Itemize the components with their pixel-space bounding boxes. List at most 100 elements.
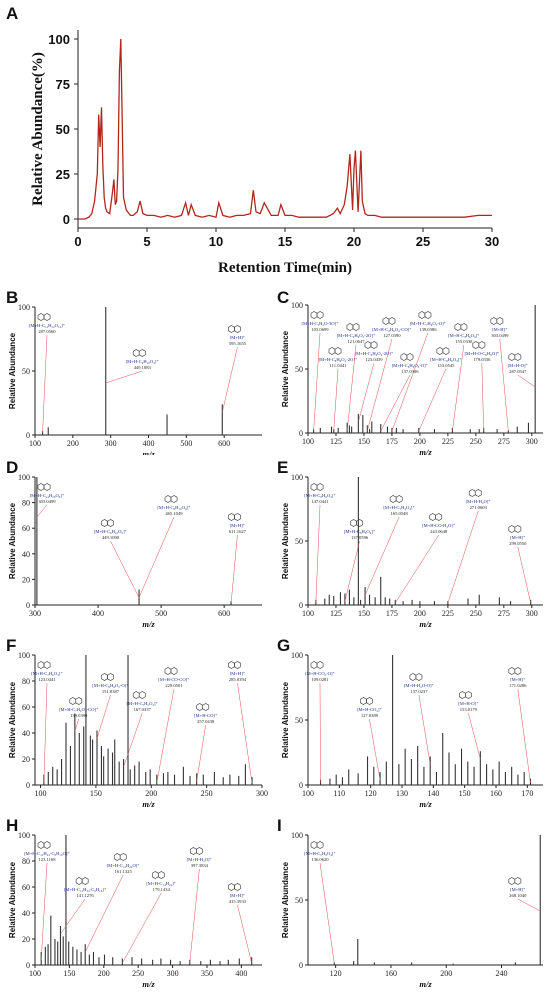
fragment-label: [M+H]⁺: [230, 893, 246, 898]
structure-diagram: [328, 347, 342, 355]
x-tick-label: 175: [386, 609, 398, 618]
fragment-mz: 161.1325: [115, 869, 133, 874]
x-tick-label: 100: [302, 609, 314, 618]
structure-diagram: [101, 519, 114, 527]
x-tick-label: 150: [459, 789, 471, 798]
structure-diagram: [508, 525, 522, 533]
panel-e: E 0 50 100 100 125 150 175 200 225 250 275 300 m/z Re…: [275, 455, 550, 633]
panel-h: H 0 20 40 60 80 100 100 150 200 250 300 350 400 m/z Re…: [0, 813, 275, 993]
structure-diagram: [151, 871, 165, 879]
annotation-arrow: [346, 344, 357, 431]
panel-i: I 0 50 100 120 160 200 240 m/z Relative Abundanc…: [275, 813, 550, 993]
x-tick-label: 225: [442, 609, 454, 618]
y-tick-label: 100: [291, 473, 303, 482]
x-tick-label: 250: [201, 789, 213, 798]
panel-label-e: E: [277, 458, 289, 477]
x-tick-label: 200: [414, 609, 426, 618]
y-tick-label: 80: [22, 857, 30, 866]
x-tick-label: 225: [442, 437, 454, 446]
x-tick-label: 110: [333, 789, 345, 798]
x-tick-label: 5: [143, 234, 150, 249]
structure-diagram: [389, 495, 403, 503]
fragment-mz: 229.0501: [165, 683, 183, 688]
x-tick-label: 250: [470, 437, 482, 446]
x-axis-title: m/z: [419, 447, 432, 455]
fragment-label: [M+H-C₁₃H₂₄O]⁺: [107, 863, 141, 868]
annotation-arrow: [315, 504, 321, 604]
annotation-arrow: [447, 510, 479, 604]
fragment-mz: 155.0338: [455, 339, 473, 344]
structure-diagram: [75, 877, 89, 885]
structure-diagram: [132, 349, 146, 357]
structure-diagram: [472, 341, 486, 349]
y-tick-label: 50: [22, 367, 30, 376]
x-tick-label: 100: [29, 969, 41, 978]
annotation-arrow: [452, 344, 465, 432]
spectrum-chart-h: 0 20 40 60 80 100 100 150 200 250 300 350 400 m/z Rela…: [8, 831, 262, 989]
structure-diagram: [310, 311, 324, 319]
annotation-arrow: [60, 898, 86, 935]
fragment-mz: 153.0545: [437, 363, 455, 368]
x-tick-label: 200: [98, 969, 110, 978]
fragment-label: [M+H-C₆H₁₀O₅]⁺: [94, 529, 128, 534]
x-tick-label: 300: [526, 609, 538, 618]
fragment-label: [M+H-C₈H₆O₄]⁺: [344, 529, 376, 534]
fragment-label: [M+H-CO-CO]⁺: [158, 677, 190, 682]
x-tick-label: 100: [29, 439, 41, 448]
structure-diagram: [37, 841, 51, 849]
y-tick-label: 60: [22, 703, 30, 712]
fragment-mz: 123.1168: [38, 857, 56, 862]
x-tick-label: 250: [132, 969, 144, 978]
y-tick-label: 100: [48, 32, 70, 47]
x-tick-label: 15: [278, 234, 292, 249]
annotation-arrow: [156, 688, 175, 783]
annotation-arrow: [84, 874, 124, 953]
x-tick-label: 130: [396, 789, 408, 798]
structure-diagram: [468, 489, 482, 497]
fragment-label: [M+H-C₈H₆O₃-O]⁺: [392, 363, 429, 368]
x-axis-title: m/z: [142, 619, 155, 629]
y-tick-label: 50: [295, 537, 303, 546]
structure-diagram: [164, 667, 178, 675]
x-tick-label: 200: [440, 969, 452, 978]
y-tick-label: 100: [18, 473, 30, 482]
y-tick-label: 100: [291, 831, 303, 840]
annotation-arrow: [237, 904, 252, 964]
x-axis-title: m/z: [419, 799, 432, 809]
y-tick-label: 50: [295, 365, 303, 374]
x-tick-label: 500: [180, 439, 192, 448]
annotation-arrow: [319, 682, 321, 784]
annotation-arrow: [517, 374, 536, 388]
fragment-mz: 287.0560: [38, 329, 56, 334]
fragment-mz: 136.0620: [311, 857, 329, 862]
fragment-label: [M+H-O-C₆H₆O]⁺: [464, 351, 499, 356]
fragment-label: [M+H-O]⁺: [508, 363, 529, 368]
x-tick-label: 200: [414, 437, 426, 446]
y-tick-label: 100: [291, 651, 303, 660]
fragment-label: [M+H-C₈H₆O₄]⁺: [304, 493, 336, 498]
x-tick-label: 160: [385, 969, 397, 978]
y-axis-title: Relative Abundance(%): [30, 52, 46, 206]
y-tick-label: 20: [22, 575, 30, 584]
fragment-mz: 141.1276: [76, 893, 94, 898]
structure-diagram: [132, 691, 146, 699]
structure-diagram: [310, 841, 324, 849]
y-tick-label: 100: [18, 303, 30, 312]
fragment-mz: 137.0596: [351, 535, 369, 540]
fragment-mz: 257.0438: [197, 719, 215, 724]
structure-diagram: [360, 697, 373, 705]
x-tick-label: 300: [167, 969, 179, 978]
x-tick-label: 170: [521, 789, 533, 798]
annotation-arrow: [481, 362, 484, 432]
fragment-mz: 123.0441: [38, 677, 56, 682]
chromatogram-chart: 0 25 50 75 100 0 5 10 15 20 25 30 Retention Time(min…: [30, 30, 499, 276]
x-tick-label: 140: [427, 789, 439, 798]
x-tick-label: 150: [63, 969, 75, 978]
fragment-mz: 268.1040: [509, 893, 527, 898]
fragment-label: [M+H-C₆H₆O₃-O]⁺: [92, 683, 129, 688]
annotation-arrow: [358, 362, 375, 422]
x-tick-label: 125: [330, 609, 342, 618]
y-axis-title: Relative Abundance: [8, 681, 17, 758]
panel-label-i: I: [277, 816, 282, 835]
fragment-mz: 299.0550: [509, 541, 527, 546]
